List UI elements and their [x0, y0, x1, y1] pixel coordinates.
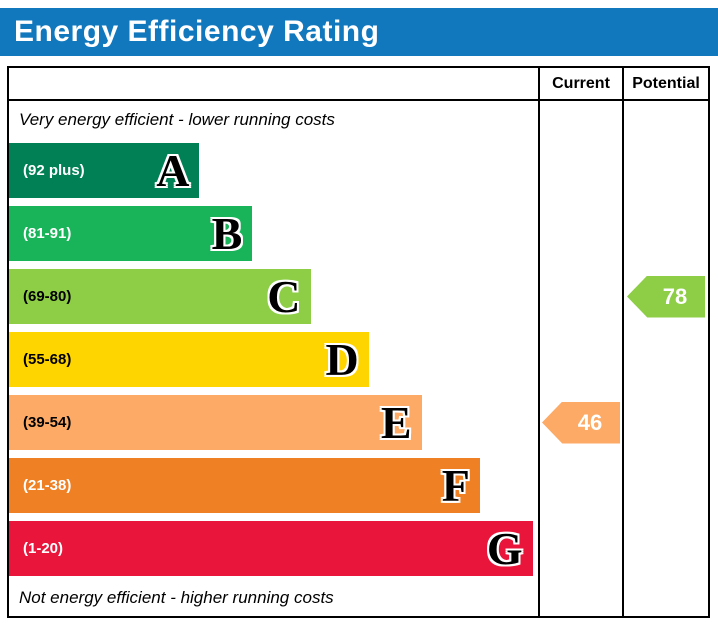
band-bar-a: (92 plus) A [9, 143, 200, 198]
potential-column-cell [622, 328, 708, 391]
current-column-cell [538, 202, 622, 265]
current-column-cell [538, 580, 622, 616]
potential-column-header: Potential [622, 68, 708, 99]
potential-rating-arrow: 78 [627, 275, 705, 318]
top-note: Very energy efficient - lower running co… [19, 110, 335, 129]
band-range-e: (39-54) [23, 414, 72, 431]
band-row-b: (81-91) B [9, 202, 708, 265]
current-column-cell [538, 454, 622, 517]
band-range-f: (21-38) [23, 477, 72, 494]
band-row-c: (69-80) C 78 [9, 265, 708, 328]
band-row-a: (92 plus) A [9, 139, 708, 202]
current-column-cell [538, 101, 622, 139]
potential-column-cell [622, 139, 708, 202]
band-row-f: (21-38) F [9, 454, 708, 517]
potential-column-cell [622, 391, 708, 454]
current-rating-value: 46 [577, 409, 603, 435]
current-column-header: Current [538, 68, 622, 99]
band-letter-a: A [156, 145, 190, 196]
band-row-d: (55-68) D [9, 328, 708, 391]
band-range-d: (55-68) [23, 351, 72, 368]
band-row-g: (1-20) G [9, 517, 708, 580]
current-column-cell [538, 265, 622, 328]
band-row-e: (39-54) E 46 [9, 391, 708, 454]
band-letter-d: D [325, 334, 359, 385]
potential-column-cell [622, 101, 708, 139]
band-bar-g: (1-20) G [9, 521, 533, 576]
current-rating-arrow: 46 [542, 401, 620, 444]
potential-rating-value: 78 [662, 283, 688, 309]
bottom-note-row: Not energy efficient - higher running co… [9, 580, 708, 616]
band-bar-e: (39-54) E [9, 395, 422, 450]
band-bar-b: (81-91) B [9, 206, 253, 261]
band-range-c: (69-80) [23, 288, 72, 305]
band-bar-c: (69-80) C [9, 269, 311, 324]
band-range-a: (92 plus) [23, 162, 85, 179]
header-spacer [9, 68, 538, 99]
potential-column-cell [622, 517, 708, 580]
chart-title-bar: Energy Efficiency Rating [0, 8, 718, 56]
current-column-cell [538, 328, 622, 391]
potential-column-cell [622, 580, 708, 616]
band-bar-d: (55-68) D [9, 332, 369, 387]
current-column-cell [538, 517, 622, 580]
potential-column-cell: 78 [622, 265, 708, 328]
current-column-cell [538, 139, 622, 202]
band-letter-c: C [267, 271, 301, 322]
bottom-note: Not energy efficient - higher running co… [19, 588, 334, 607]
header-row: Current Potential [9, 68, 708, 101]
potential-column-cell [622, 202, 708, 265]
top-note-row: Very energy efficient - lower running co… [9, 101, 708, 139]
epc-chart: Current Potential Very energy efficient … [7, 66, 710, 618]
band-bar-f: (21-38) F [9, 458, 480, 513]
page-title: Energy Efficiency Rating [14, 15, 380, 48]
band-letter-e: E [380, 397, 412, 448]
band-letter-g: G [486, 523, 523, 574]
band-letter-f: F [441, 460, 470, 511]
band-range-b: (81-91) [23, 225, 72, 242]
potential-column-cell [622, 454, 708, 517]
current-column-cell: 46 [538, 391, 622, 454]
band-range-g: (1-20) [23, 540, 64, 557]
band-letter-b: B [211, 208, 243, 259]
